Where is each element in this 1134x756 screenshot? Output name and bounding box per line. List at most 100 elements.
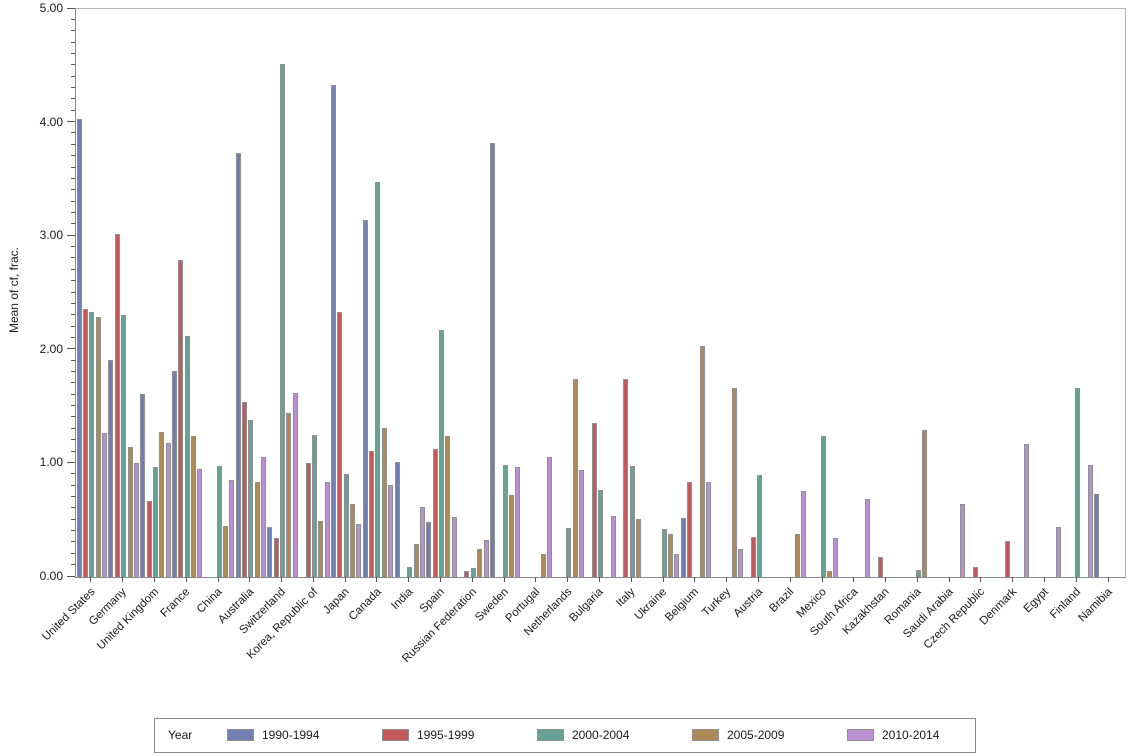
bar-saudi-arabia-2010-2014	[960, 504, 966, 577]
x-tick	[916, 577, 918, 582]
bar-netherlands-2000-2004	[566, 528, 572, 577]
country-label: Italy	[614, 586, 638, 610]
y-minor-tick	[71, 246, 75, 248]
y-minor-tick	[71, 416, 75, 418]
bar-canada-1990-1994	[362, 220, 368, 577]
y-minor-tick	[71, 495, 75, 497]
bar-korea-republic-of-2005-2009	[318, 521, 324, 577]
country-label: China	[194, 586, 225, 616]
country-label: India	[389, 586, 416, 613]
y-minor-tick	[71, 552, 75, 554]
y-tick-label: 4.00	[39, 114, 63, 129]
legend-swatch-2000-2004	[537, 729, 564, 741]
country-label: Turkey	[700, 586, 734, 620]
y-major-tick	[67, 121, 75, 123]
y-major-tick	[67, 7, 75, 9]
bar-romania-2000-2004	[915, 570, 921, 577]
bar-australia-2010-2014	[261, 457, 267, 577]
bar-ukraine-2010-2014	[674, 554, 680, 577]
x-tick	[471, 577, 473, 582]
y-major-tick	[67, 234, 75, 236]
y-minor-tick	[71, 507, 75, 509]
bar-ukraine-2005-2009	[667, 534, 673, 577]
bar-china-2000-2004	[216, 466, 222, 577]
bar-united-kingdom-2010-2014	[165, 443, 171, 577]
x-tick	[249, 577, 251, 582]
bar-switzerland-2000-2004	[280, 64, 286, 577]
y-axis-title: Mean of cf, frac.	[7, 246, 21, 334]
y-tick-label: 3.00	[39, 228, 63, 243]
y-minor-tick	[71, 211, 75, 213]
y-minor-tick	[71, 439, 75, 441]
bar-korea-republic-of-1995-1999	[305, 463, 311, 577]
bar-italy-1995-1999	[623, 379, 629, 577]
bar-bulgaria-2010-2014	[610, 516, 616, 577]
legend-title: Year	[168, 728, 193, 742]
y-minor-tick	[71, 484, 75, 486]
y-minor-tick	[71, 223, 75, 225]
bar-romania-2005-2009	[922, 430, 928, 577]
x-tick	[630, 577, 632, 582]
bar-france-2000-2004	[184, 336, 190, 577]
country-label: Bulgaria	[567, 586, 606, 625]
y-minor-tick	[71, 166, 75, 168]
bar-china-2010-2014	[229, 480, 235, 577]
y-minor-tick	[71, 109, 75, 111]
y-minor-tick	[71, 87, 75, 89]
bar-spain-2010-2014	[451, 517, 457, 577]
bar-united-states-1990-1994	[76, 119, 82, 577]
bar-bulgaria-1995-1999	[591, 423, 597, 577]
legend-item-2000-2004: 2000-2004	[537, 719, 687, 752]
y-minor-tick	[71, 405, 75, 407]
x-tick	[694, 577, 696, 582]
bar-japan-1995-1999	[337, 312, 343, 577]
bar-ukraine-2000-2004	[661, 529, 667, 577]
x-tick	[662, 577, 664, 582]
x-tick	[185, 577, 187, 582]
legend-label: 1995-1999	[417, 728, 475, 742]
bar-canada-2005-2009	[381, 428, 387, 577]
bar-united-states-2010-2014	[102, 433, 108, 577]
y-minor-tick	[71, 257, 75, 259]
y-minor-tick	[71, 98, 75, 100]
legend-item-1990-1994: 1990-1994	[227, 719, 377, 752]
bar-spain-1995-1999	[432, 449, 438, 577]
bar-japan-2000-2004	[343, 474, 349, 577]
bar-germany-2000-2004	[121, 315, 127, 577]
bar-turkey-2005-2009	[731, 388, 737, 577]
bar-united-states-2000-2004	[89, 312, 95, 577]
y-minor-tick	[71, 75, 75, 77]
bar-united-states-1995-1999	[83, 309, 89, 577]
y-minor-tick	[71, 518, 75, 520]
y-minor-tick	[71, 393, 75, 395]
y-tick-label: 0.00	[39, 569, 63, 583]
bar-denmark-2010-2014	[1023, 444, 1029, 577]
country-label: Namibia	[1076, 586, 1115, 625]
legend-item-1995-1999: 1995-1999	[382, 719, 532, 752]
y-minor-tick	[71, 189, 75, 191]
bar-china-2005-2009	[222, 526, 228, 577]
bar-belgium-1990-1994	[680, 518, 686, 577]
bar-australia-1990-1994	[235, 153, 241, 577]
bar-mexico-2010-2014	[833, 538, 839, 577]
x-tick	[1107, 577, 1109, 582]
y-minor-tick	[71, 200, 75, 202]
y-minor-tick	[71, 41, 75, 43]
x-tick	[535, 577, 537, 582]
y-minor-tick	[71, 280, 75, 282]
bar-united-kingdom-1995-1999	[146, 501, 152, 577]
bar-belgium-2005-2009	[699, 346, 705, 577]
country-label: Spain	[417, 586, 448, 616]
y-minor-tick	[71, 473, 75, 475]
x-tick	[1075, 577, 1077, 582]
y-tick-label: 1.00	[39, 455, 63, 470]
x-tick	[948, 577, 950, 582]
bar-brazil-2005-2009	[795, 534, 801, 577]
bar-germany-1990-1994	[108, 360, 114, 577]
bar-sweden-2005-2009	[508, 495, 514, 577]
legend-label: 2000-2004	[572, 728, 630, 742]
y-minor-tick	[71, 302, 75, 304]
bar-canada-1995-1999	[369, 451, 375, 577]
y-minor-tick	[71, 427, 75, 429]
x-tick	[757, 577, 759, 582]
